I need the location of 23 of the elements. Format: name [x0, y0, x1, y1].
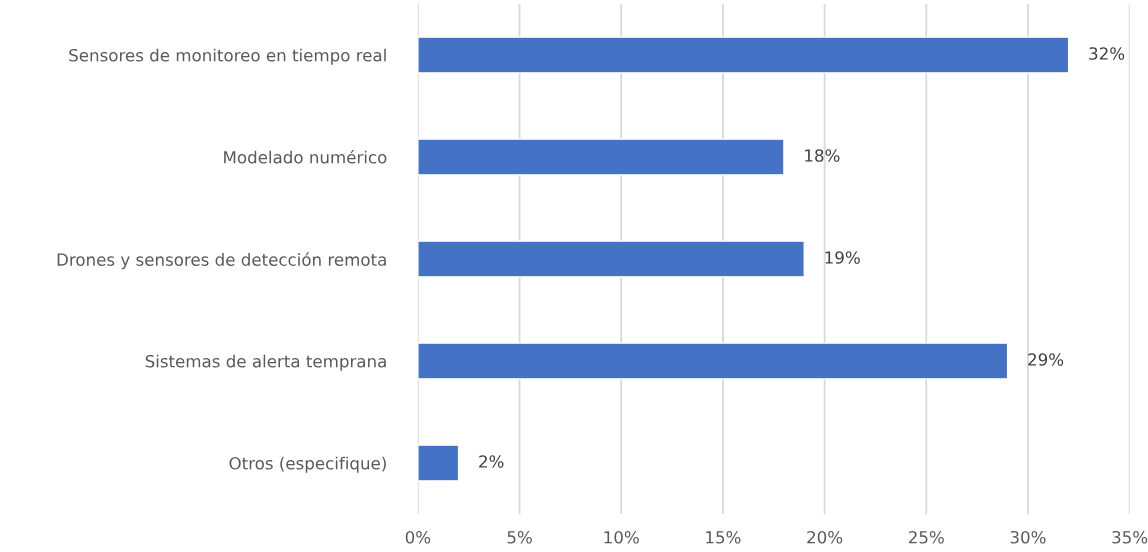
x-tick-label: 30% [1010, 530, 1046, 544]
data-label: 19% [825, 251, 860, 264]
x-tick-label: 15% [706, 530, 741, 544]
data-label: 32% [1089, 47, 1125, 60]
x-tick-label: 25% [908, 530, 944, 544]
bar [417, 240, 805, 278]
data-label: 29% [1028, 353, 1064, 366]
y-tick-label: Drones y sensores de detección remota [57, 252, 386, 270]
x-tick-label: 0% [405, 530, 431, 544]
bar [417, 138, 785, 176]
x-tick-label: 35% [1112, 530, 1148, 544]
bar [417, 444, 460, 482]
bar [417, 342, 1009, 380]
y-tick-label: Sistemas de alerta temprana [145, 354, 386, 371]
y-tick-label: Otros (especifique) [229, 456, 386, 473]
y-tick-label: Sensores de monitoreo en tiempo real [69, 48, 386, 65]
bar [417, 36, 1070, 74]
data-label: 18% [805, 149, 840, 162]
x-tick-label: 5% [507, 530, 532, 544]
x-tick-label: 20% [807, 530, 843, 544]
data-label: 2% [479, 455, 504, 468]
y-tick-label: Modelado numérico [224, 150, 387, 164]
x-tick-label: 10% [604, 530, 639, 544]
